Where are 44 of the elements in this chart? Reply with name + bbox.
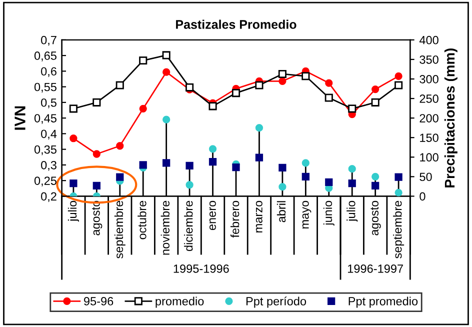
chart-title: Pastizales Promedio [176, 20, 296, 29]
y2-axis-title: Precipitaciones (mm) [444, 48, 458, 188]
y-tick-label: 0,3 [41, 160, 56, 171]
x-tick-label: julio [68, 200, 79, 222]
x-tick-label: enero [209, 200, 216, 230]
y-tick-label: 0,7 [41, 36, 56, 46]
x-tick-label: julio [346, 200, 358, 222]
text: 1995-1996 [174, 264, 229, 273]
y-tick-label: 0,4 [41, 130, 57, 140]
x-tick-label: febrero [230, 200, 240, 238]
legend-label: Ppt promedio [348, 296, 418, 308]
y-tick-label: 0,55 [34, 82, 56, 93]
y2-tick-label: 50 [420, 172, 432, 182]
x-tick-label: marzo [256, 200, 262, 232]
y-tick-label: 0,65 [34, 52, 56, 62]
y-tick-label: 0,25 [34, 176, 56, 186]
y2-tick-label: 0 [420, 192, 426, 201]
y-tick-label: 0,6 [41, 67, 56, 77]
y2-tick-label: 100 [420, 153, 438, 162]
x-tick-label: agosto [370, 200, 381, 236]
x-tick-label: septiembre [114, 200, 126, 258]
x-tick-label: abril [276, 201, 286, 222]
legend-label: promedio [156, 296, 204, 308]
x-tick-label: mayo [302, 200, 312, 228]
x-tick-label: agosto [92, 200, 102, 236]
y2-tick-label: 200 [420, 114, 438, 122]
y-tick-label: 0,2 [41, 192, 56, 202]
y2-tick-label: 350 [420, 55, 438, 64]
legend-label: Ppt período [246, 296, 306, 308]
y2-tick-label: 250 [420, 94, 438, 103]
x-tick-label: junio [323, 200, 334, 226]
y2-tick-label: 400 [419, 36, 438, 44]
y-tick-label: 0,5 [41, 98, 56, 108]
y2-tick-label: 150 [420, 134, 438, 142]
x-tick-label: septiembre [393, 200, 404, 258]
x-tick-label: noviembre [160, 200, 170, 255]
y-tick-label: 0,45 [34, 114, 56, 124]
text: 1996-1997 [348, 264, 403, 273]
y-tick-label: 0,35 [34, 145, 56, 156]
x-tick-label: diciembre [184, 200, 193, 252]
x-tick-label: octubre [138, 200, 146, 240]
y2-tick-label: 300 [420, 75, 438, 84]
y-axis-title: IVN [14, 106, 26, 130]
legend-label: 95-96 [84, 297, 114, 306]
